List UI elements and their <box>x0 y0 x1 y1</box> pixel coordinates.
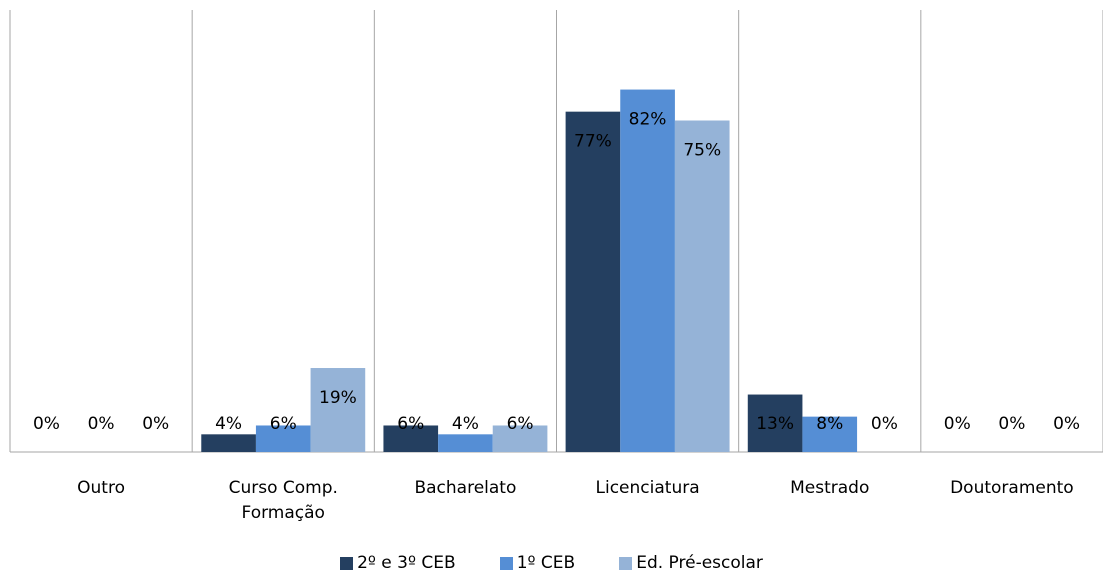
bar <box>438 434 493 452</box>
data-label: 0% <box>944 414 971 434</box>
legend-item: 2º e 3º CEB <box>340 553 456 573</box>
data-label: 4% <box>452 414 479 434</box>
data-label: 77% <box>574 132 612 152</box>
bar <box>383 425 439 452</box>
legend-swatch <box>499 556 513 570</box>
bar <box>802 416 858 452</box>
data-label: 4% <box>215 414 242 434</box>
bar <box>492 425 548 452</box>
data-label: 13% <box>756 414 794 434</box>
data-label: 0% <box>88 414 115 434</box>
data-label: 0% <box>142 414 169 434</box>
bar <box>201 434 256 452</box>
legend-item: Ed. Pré-escolar <box>619 553 763 573</box>
data-label: 6% <box>397 414 424 434</box>
bar <box>310 368 366 452</box>
legend: 2º e 3º CEB 1º CEB Ed. Pré-escolar <box>0 553 1103 573</box>
data-label: 82% <box>629 110 667 130</box>
bar <box>674 120 730 452</box>
legend-label: 1º CEB <box>516 553 576 573</box>
data-label: 0% <box>33 414 60 434</box>
x-tick-label: Bacharelato <box>414 478 517 498</box>
bar <box>620 89 675 452</box>
legend-item: 1º CEB <box>499 553 576 573</box>
legend-label: 2º e 3º CEB <box>357 553 456 573</box>
data-label: 0% <box>1053 414 1080 434</box>
x-tick-label: Doutoramento <box>950 478 1074 498</box>
x-tick-label: Licenciatura <box>595 478 700 498</box>
bar <box>255 425 311 452</box>
legend-swatch <box>340 556 354 570</box>
legend-swatch <box>619 556 633 570</box>
x-tick-label: Curso Comp. Formação <box>228 478 338 523</box>
data-label: 6% <box>270 414 297 434</box>
x-tick-label: Mestrado <box>790 478 870 498</box>
data-label: 8% <box>816 414 843 434</box>
data-label: 19% <box>319 388 357 408</box>
bar <box>747 394 803 452</box>
x-tick-label: Outro <box>77 478 125 498</box>
legend-label: Ed. Pré-escolar <box>636 553 763 573</box>
data-label: 6% <box>507 414 534 434</box>
data-label: 75% <box>683 141 721 161</box>
bar <box>565 111 621 452</box>
data-label: 0% <box>998 414 1025 434</box>
data-label: 0% <box>871 414 898 434</box>
